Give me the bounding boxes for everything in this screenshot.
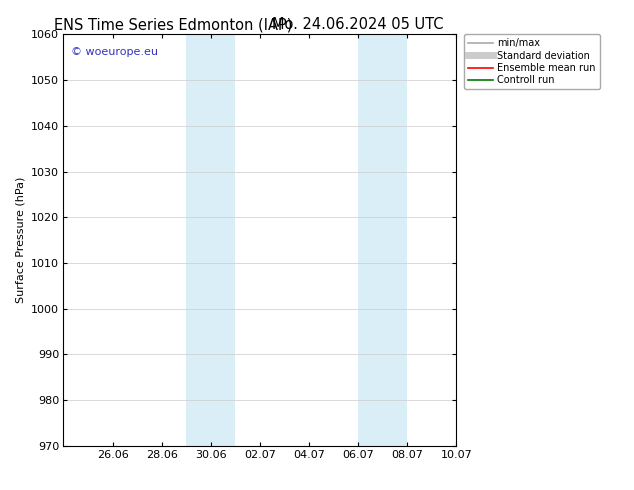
Text: ENS Time Series Edmonton (IAP): ENS Time Series Edmonton (IAP) (55, 17, 293, 32)
Text: © woeurope.eu: © woeurope.eu (71, 47, 158, 57)
Y-axis label: Surface Pressure (hPa): Surface Pressure (hPa) (16, 177, 25, 303)
Text: Mo. 24.06.2024 05 UTC: Mo. 24.06.2024 05 UTC (273, 17, 444, 32)
Bar (186, 34, 235, 446)
Legend: min/max, Standard deviation, Ensemble mean run, Controll run: min/max, Standard deviation, Ensemble me… (464, 34, 600, 89)
Bar (358, 34, 407, 446)
